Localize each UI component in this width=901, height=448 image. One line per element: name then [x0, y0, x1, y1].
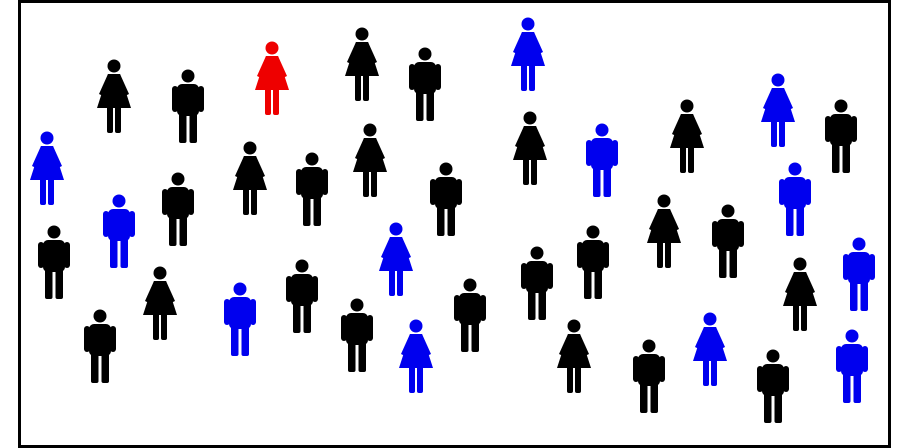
woman-icon	[399, 319, 433, 393]
man-icon	[38, 225, 70, 299]
man-icon	[712, 204, 744, 278]
woman-icon	[693, 312, 727, 386]
woman-icon	[233, 141, 267, 215]
man-icon	[224, 282, 256, 356]
man-icon	[836, 329, 868, 403]
man-icon	[430, 162, 462, 236]
woman-icon	[97, 59, 131, 133]
man-icon	[633, 339, 665, 413]
man-icon	[103, 194, 135, 268]
man-icon	[341, 298, 373, 372]
woman-icon	[511, 17, 545, 91]
woman-icon	[783, 257, 817, 331]
man-icon	[454, 278, 486, 352]
man-icon	[296, 152, 328, 226]
woman-icon	[557, 319, 591, 393]
man-icon	[779, 162, 811, 236]
woman-icon	[353, 123, 387, 197]
man-icon	[521, 246, 553, 320]
man-icon	[757, 349, 789, 423]
woman-icon	[30, 131, 64, 205]
man-icon	[577, 225, 609, 299]
man-icon	[286, 259, 318, 333]
man-icon	[84, 309, 116, 383]
people	[30, 17, 875, 423]
man-icon	[409, 47, 441, 121]
woman-icon	[647, 194, 681, 268]
man-icon	[172, 69, 204, 143]
man-icon	[843, 237, 875, 311]
frame	[18, 0, 891, 448]
man-icon	[162, 172, 194, 246]
woman-icon	[255, 41, 289, 115]
woman-icon	[379, 222, 413, 296]
woman-icon	[670, 99, 704, 173]
woman-icon	[513, 111, 547, 185]
woman-icon	[761, 73, 795, 147]
man-icon	[586, 123, 618, 197]
man-icon	[825, 99, 857, 173]
woman-icon	[345, 27, 379, 101]
woman-icon	[143, 266, 177, 340]
